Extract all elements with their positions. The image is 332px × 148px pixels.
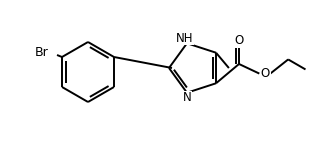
Text: O: O	[234, 34, 244, 48]
Text: Br: Br	[34, 45, 48, 58]
Text: NH: NH	[176, 32, 194, 45]
Text: N: N	[183, 91, 191, 104]
Text: O: O	[261, 67, 270, 80]
